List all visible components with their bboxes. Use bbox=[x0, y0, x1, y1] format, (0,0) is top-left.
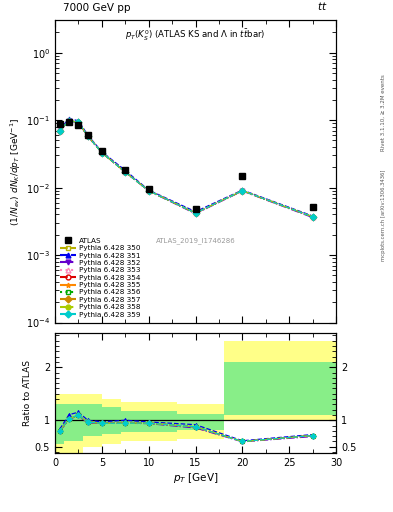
Text: 7000 GeV pp: 7000 GeV pp bbox=[63, 3, 131, 13]
Text: ATLAS_2019_I1746286: ATLAS_2019_I1746286 bbox=[156, 238, 235, 244]
Y-axis label: $(1/N_{ev})\ dN_{K}/dp_{T}\ [\mathrm{GeV}^{-1}]$: $(1/N_{ev})\ dN_{K}/dp_{T}\ [\mathrm{GeV… bbox=[9, 117, 23, 226]
Text: mcplots.cern.ch [arXiv:1306.3436]: mcplots.cern.ch [arXiv:1306.3436] bbox=[381, 169, 386, 261]
Text: $p_T(K^0_S)$ (ATLAS KS and $\Lambda$ in $t\bar{t}$bar): $p_T(K^0_S)$ (ATLAS KS and $\Lambda$ in … bbox=[125, 28, 266, 44]
X-axis label: $p_T$ [GeV]: $p_T$ [GeV] bbox=[173, 471, 218, 485]
Text: $t\bar{t}$: $t\bar{t}$ bbox=[317, 0, 328, 13]
Text: Rivet 3.1.10, ≥ 3.2M events: Rivet 3.1.10, ≥ 3.2M events bbox=[381, 74, 386, 151]
Y-axis label: Ratio to ATLAS: Ratio to ATLAS bbox=[23, 360, 32, 426]
Legend: ATLAS, Pythia 6.428 350, Pythia 6.428 351, Pythia 6.428 352, Pythia 6.428 353, P: ATLAS, Pythia 6.428 350, Pythia 6.428 35… bbox=[59, 237, 142, 319]
